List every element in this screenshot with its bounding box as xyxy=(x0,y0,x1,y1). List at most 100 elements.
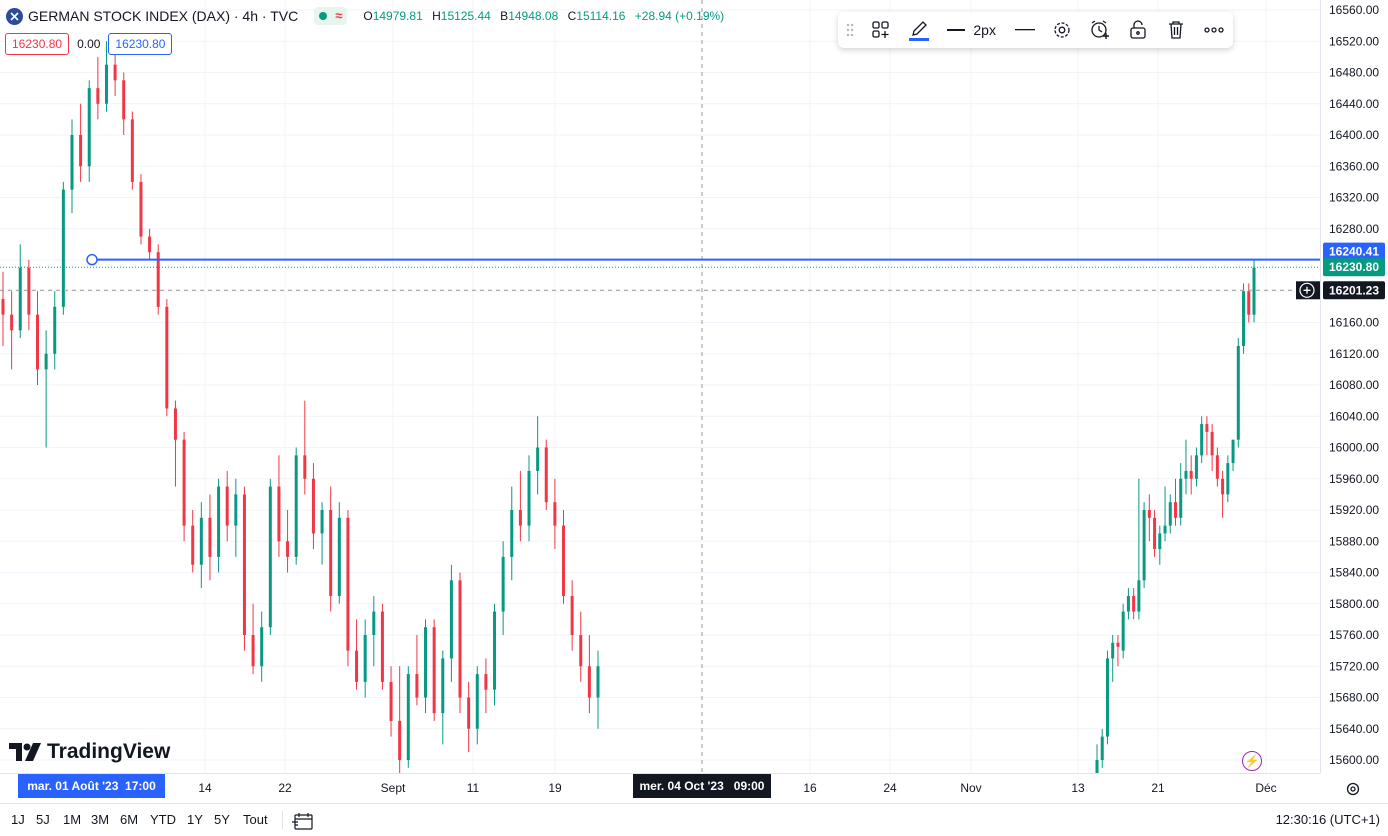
templates-icon xyxy=(872,21,889,38)
candle-up xyxy=(1179,478,1183,518)
price-tick-label: 16560.00 xyxy=(1329,3,1379,17)
candle-up xyxy=(1163,525,1167,534)
candle-up xyxy=(363,635,367,682)
candle-down xyxy=(1147,510,1151,518)
chart-pane[interactable] xyxy=(0,0,1320,773)
ohlc-values: O14979.81 H15125.44 B14948.08 C15114.16 … xyxy=(363,9,730,23)
lock-button[interactable] xyxy=(1119,12,1157,48)
calendar-icon[interactable] xyxy=(292,812,314,830)
range-6m-button[interactable]: 6M xyxy=(120,812,139,827)
crosshair-date: mer. 04 Oct '23 xyxy=(639,779,724,793)
price-tick-label: 16280.00 xyxy=(1329,222,1379,236)
candlestick-chart[interactable] xyxy=(0,0,1320,773)
high-label: H xyxy=(432,9,441,23)
candle-up xyxy=(1200,424,1204,456)
tradingview-logo-icon xyxy=(9,743,41,761)
time-tick-label: Déc xyxy=(1255,781,1276,795)
time-tick-label: 21 xyxy=(1151,781,1165,795)
crosshair-price-label: 16201.23 xyxy=(1329,283,1379,297)
candle-down xyxy=(544,447,548,503)
candle-down xyxy=(1132,595,1136,612)
candle-up xyxy=(53,306,57,354)
symbol-logo-icon[interactable] xyxy=(6,7,23,25)
settings-button[interactable] xyxy=(1043,12,1081,48)
line-style-button[interactable] xyxy=(1006,12,1044,48)
candle-up xyxy=(536,447,540,471)
sell-button[interactable]: 16230.80 xyxy=(5,33,70,55)
line-color-button[interactable] xyxy=(900,12,938,48)
candle-down xyxy=(156,252,160,307)
candle-down xyxy=(208,517,212,557)
candle-up xyxy=(1226,463,1230,495)
price-tick-label: 16320.00 xyxy=(1329,191,1379,205)
candle-down xyxy=(389,681,393,721)
candle-up xyxy=(449,580,453,659)
candle-up xyxy=(1100,736,1104,760)
horizontal-line-price-label: 16240.41 xyxy=(1329,245,1379,259)
price-tick-label: 15760.00 xyxy=(1329,628,1379,642)
time-tick-label: 16 xyxy=(803,781,817,795)
more-button[interactable] xyxy=(1195,12,1233,48)
lightning-icon[interactable]: ⚡ xyxy=(1242,751,1262,771)
high-value: 15125.44 xyxy=(440,9,491,23)
range-1d-button[interactable]: 1J xyxy=(11,812,25,827)
horizontal-line-price-label-bg xyxy=(1323,242,1385,261)
candle-down xyxy=(35,314,39,370)
range-5y-button[interactable]: 5Y xyxy=(214,812,230,827)
clock-timezone[interactable]: 12:30:16 (UTC+1) xyxy=(1275,812,1380,827)
candle-up xyxy=(441,658,445,714)
line-anchor-handle xyxy=(86,253,98,266)
settings-icon xyxy=(1054,22,1071,38)
wave-icon: ≈ xyxy=(335,8,343,23)
price-tick-label: 16480.00 xyxy=(1329,66,1379,80)
range-3m-button[interactable]: 3M xyxy=(91,812,110,827)
change-value: +28.94 (+0.19%) xyxy=(634,9,725,23)
price-tick-label: 16360.00 xyxy=(1329,159,1379,173)
line-width-button[interactable]: 2px xyxy=(938,12,1006,48)
candle-down xyxy=(329,510,333,596)
candle-down xyxy=(570,595,574,635)
candle-down xyxy=(458,580,462,698)
buy-button[interactable]: 16230.80 xyxy=(108,33,173,55)
candle-down xyxy=(191,525,195,565)
candle-down xyxy=(1205,424,1209,432)
price-tick-label: 16520.00 xyxy=(1329,34,1379,48)
candle-down xyxy=(96,88,100,104)
time-tick-label: 22 xyxy=(278,781,292,795)
last-price-label-bg xyxy=(1323,258,1385,277)
templates-button[interactable] xyxy=(862,12,900,48)
candle-down xyxy=(10,314,14,331)
candle-down xyxy=(225,486,229,526)
plus-circle-outline xyxy=(1299,282,1315,298)
selected-time-label: mar. 01 Août '23 17:00 xyxy=(18,774,165,798)
candle-down xyxy=(398,720,402,760)
price-tick-label: 15960.00 xyxy=(1329,472,1379,486)
add-alert-button[interactable] xyxy=(1081,12,1119,48)
time-tick-label: 11 xyxy=(467,781,480,795)
candle-down xyxy=(587,666,591,698)
price-axis[interactable]: 16560.00 16520.00 16480.00 16440.00 16400.00… xyxy=(1320,0,1388,773)
time-tick-label: 24 xyxy=(883,781,897,795)
drag-handle-icon[interactable] xyxy=(838,12,862,48)
time-tick-label: 13 xyxy=(1071,781,1085,795)
candle-up xyxy=(1142,510,1146,581)
price-tick-label: 15920.00 xyxy=(1329,503,1379,517)
candle-up xyxy=(294,455,298,557)
alert-icon xyxy=(1091,20,1110,39)
market-status-badge[interactable]: ≈ xyxy=(314,7,348,25)
range-all-button[interactable]: Tout xyxy=(243,812,268,827)
axis-settings-button[interactable] xyxy=(1340,778,1366,800)
range-5d-button[interactable]: 5J xyxy=(36,812,50,827)
range-1m-button[interactable]: 1M xyxy=(63,812,82,827)
candle-down xyxy=(242,494,246,635)
candle-up xyxy=(424,627,428,698)
drawing-toolbar: 2px xyxy=(838,12,1233,48)
open-label: O xyxy=(363,9,373,23)
bottom-toolbar: 1J 5J 1M 3M 6M YTD 1Y 5Y Tout 12:30:16 (… xyxy=(0,803,1388,836)
symbol-title[interactable]: GERMAN STOCK INDEX (DAX) · 4h · TVC xyxy=(28,8,299,24)
delete-button[interactable] xyxy=(1157,12,1195,48)
range-ytd-button[interactable]: YTD xyxy=(150,812,176,827)
range-1y-button[interactable]: 1Y xyxy=(187,812,203,827)
candle-down xyxy=(553,502,557,526)
candle-down xyxy=(1221,478,1225,495)
